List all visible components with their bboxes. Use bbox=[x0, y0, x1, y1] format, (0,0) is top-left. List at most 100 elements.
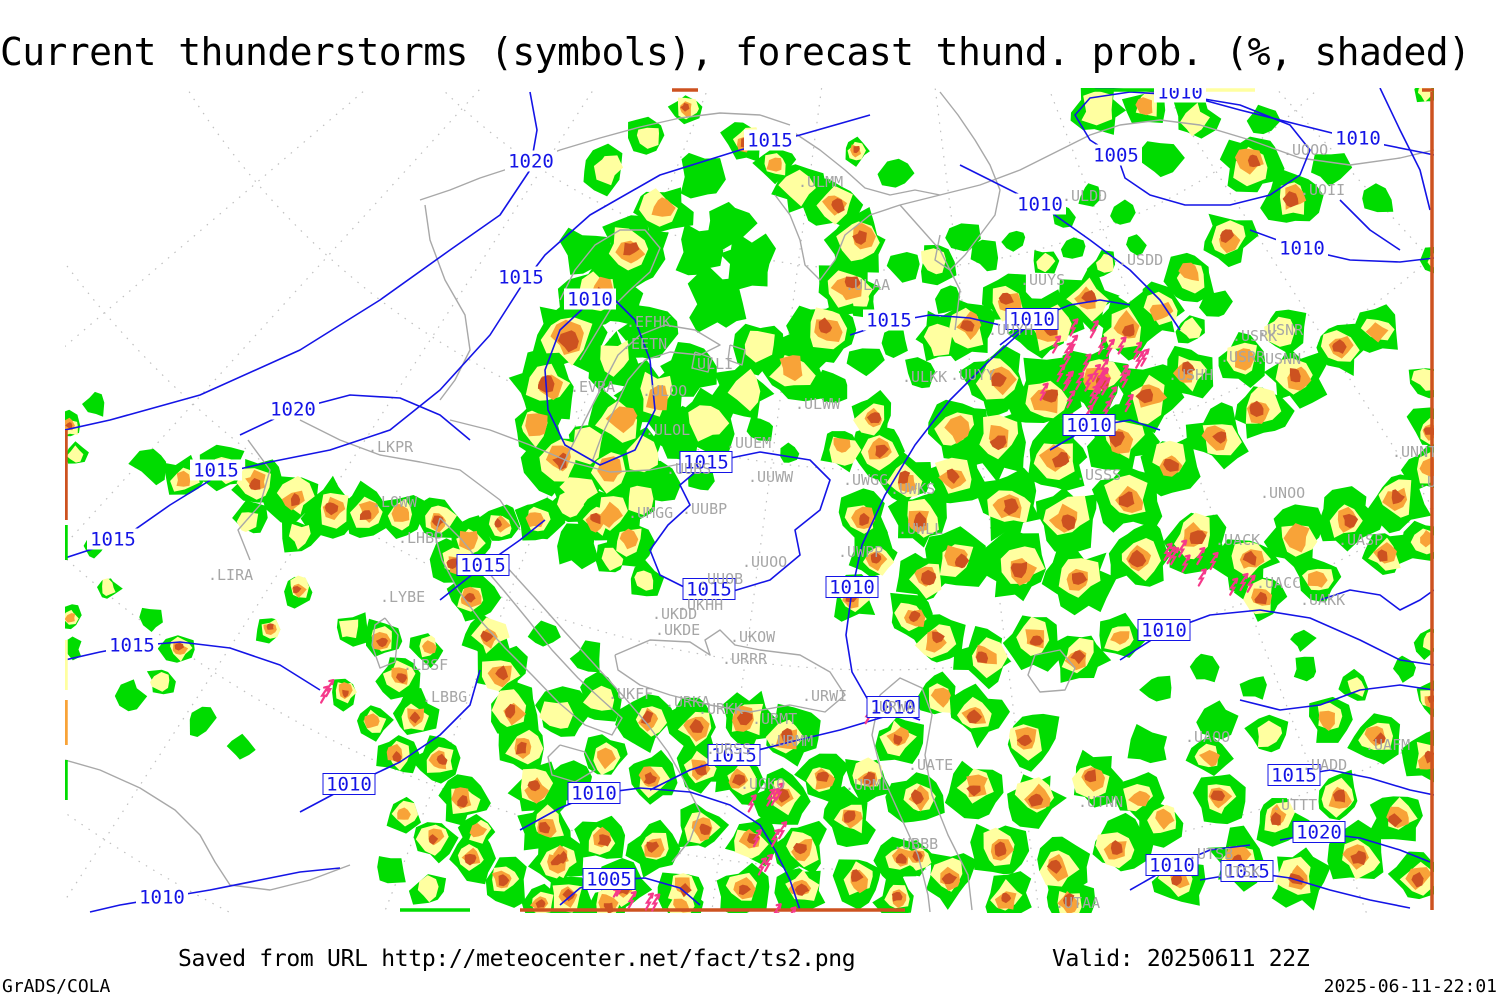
shading-blob bbox=[292, 586, 302, 594]
shading-blob bbox=[480, 630, 494, 643]
isobar-line bbox=[1339, 199, 1401, 251]
isobar-label-box bbox=[1292, 821, 1346, 843]
station-label: .URMM bbox=[768, 732, 813, 750]
shading-blob bbox=[727, 368, 761, 412]
shading-blob bbox=[428, 834, 439, 845]
thunderstorm-icon bbox=[757, 857, 768, 876]
shading-blob bbox=[535, 899, 546, 908]
shading-blob bbox=[1078, 183, 1101, 207]
isobar-label-box bbox=[1145, 854, 1199, 876]
shading-blob bbox=[226, 733, 256, 760]
station-label: .EVRA bbox=[570, 378, 615, 396]
station-label: .UASP bbox=[1338, 531, 1383, 549]
coastline bbox=[934, 91, 1001, 271]
coastline bbox=[424, 204, 471, 401]
shading-blob bbox=[781, 728, 793, 743]
isobar-label: 1020 bbox=[508, 151, 554, 173]
shading-blob bbox=[1179, 317, 1202, 339]
valid-time-caption: Valid: 20250611 22Z bbox=[1052, 946, 1310, 972]
shading-blob bbox=[392, 751, 402, 763]
shading-blob bbox=[597, 747, 616, 770]
station-label: .USNN bbox=[1256, 350, 1301, 368]
isobar-label-box bbox=[1154, 88, 1206, 103]
shading-blob bbox=[1247, 154, 1261, 168]
thunderstorm-icon bbox=[1196, 546, 1206, 566]
shading-blob bbox=[1220, 229, 1234, 243]
shading-blob bbox=[1060, 237, 1086, 259]
shading-blob bbox=[417, 875, 439, 903]
shading-blob bbox=[816, 771, 830, 782]
thunderstorm-icon bbox=[1117, 336, 1127, 355]
shading-blob bbox=[891, 891, 903, 902]
thunderstorm-icon bbox=[773, 903, 782, 913]
thunderstorm-icon bbox=[1063, 342, 1073, 361]
thunderstorm-icon bbox=[1084, 373, 1094, 392]
isobar-label: 1015 bbox=[90, 529, 136, 551]
station-label: .USSS bbox=[1076, 466, 1121, 484]
isobar-label: 1015 bbox=[1224, 861, 1270, 883]
coastline bbox=[691, 351, 713, 373]
shading-blob bbox=[600, 340, 629, 377]
isobar-label-box bbox=[267, 398, 319, 420]
shading-blob bbox=[590, 512, 601, 525]
shading-blob bbox=[1110, 840, 1123, 855]
isobar-label-box bbox=[582, 868, 636, 890]
isobar-line bbox=[1239, 684, 1434, 711]
shading-blob bbox=[524, 777, 550, 804]
shading-blob bbox=[597, 834, 612, 847]
station-label: .URWA bbox=[870, 698, 915, 716]
station-label: .UUOO bbox=[742, 553, 787, 571]
shading-blob bbox=[954, 553, 970, 569]
shading-blob bbox=[779, 355, 803, 382]
isobar-label-box bbox=[1332, 127, 1384, 149]
thunderstorm-icon bbox=[1135, 350, 1145, 369]
shading-blob bbox=[913, 511, 927, 528]
shading-blob bbox=[436, 753, 448, 765]
shading-blob bbox=[559, 477, 598, 507]
shading-blob bbox=[680, 152, 726, 199]
isobar-label-box bbox=[1090, 144, 1142, 166]
coastline bbox=[727, 344, 746, 366]
thunderstorm-icon bbox=[1178, 539, 1188, 558]
shading-blob bbox=[908, 610, 921, 623]
shading-blob bbox=[866, 412, 882, 424]
shading-blob bbox=[1393, 655, 1416, 683]
station-label: .UTAA bbox=[1055, 894, 1100, 912]
shading-blob bbox=[559, 227, 613, 275]
shading-blob bbox=[935, 285, 961, 314]
shading-blob bbox=[459, 530, 478, 551]
shading-blob bbox=[1003, 498, 1019, 516]
shading-blob bbox=[65, 636, 82, 661]
shading-blob bbox=[538, 821, 551, 834]
shading-blob bbox=[966, 785, 981, 797]
station-label: .UWKS bbox=[890, 480, 935, 498]
isobar-line bbox=[439, 519, 546, 601]
shading-blob bbox=[598, 893, 619, 912]
isobar-label-box bbox=[707, 744, 761, 766]
shading-blob bbox=[1028, 793, 1044, 807]
shading-blob bbox=[897, 470, 911, 484]
thunderstorm-icon bbox=[1197, 568, 1207, 587]
shading-blob bbox=[409, 711, 421, 724]
isobar-line bbox=[65, 114, 871, 559]
station-labels-layer: .ULMM .ULDD .UOOO .UOII .ULAA .UUYS .USDD .UUYH… bbox=[208, 141, 1434, 912]
isobar-label: 1010 bbox=[870, 697, 916, 719]
isobar-label-box bbox=[1062, 414, 1116, 436]
isobar-label-box bbox=[106, 634, 158, 656]
isobar-label-box bbox=[136, 886, 188, 908]
shading-blob bbox=[342, 689, 349, 698]
coastline bbox=[774, 129, 941, 281]
isobar-label: 1010 bbox=[571, 783, 617, 805]
station-label: .UOII bbox=[1300, 181, 1345, 199]
shading-blob bbox=[1332, 339, 1347, 354]
thunderstorm-icon bbox=[1239, 572, 1249, 592]
coastline bbox=[434, 517, 623, 736]
shading-blob bbox=[793, 843, 807, 855]
shading-blob bbox=[646, 385, 668, 411]
shading-blob bbox=[1289, 368, 1301, 383]
thunderstorm-icon bbox=[1108, 386, 1118, 405]
shading-blob bbox=[1411, 368, 1434, 391]
shading-blob bbox=[1365, 322, 1389, 343]
station-label: .LHBP bbox=[398, 529, 443, 547]
thunderstorm-icon bbox=[1101, 377, 1111, 396]
